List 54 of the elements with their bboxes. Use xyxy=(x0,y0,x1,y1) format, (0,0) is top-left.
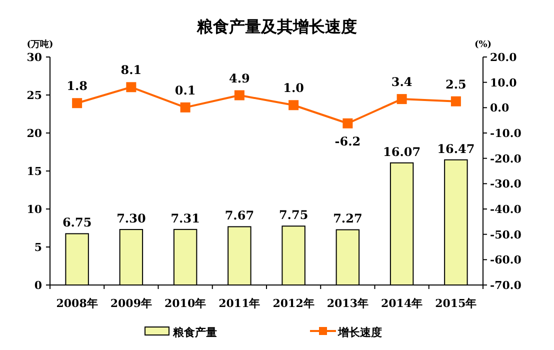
x-tick-label: 2011年 xyxy=(218,297,260,310)
chart-title: 粮食产量及其增长速度 xyxy=(196,17,357,36)
y2-tick-label: -70.0 xyxy=(490,279,522,292)
y2-tick-label: -30.0 xyxy=(490,178,522,191)
y-tick-label: 10 xyxy=(26,203,42,216)
point xyxy=(180,102,190,112)
x-tick-label: 2012年 xyxy=(272,297,314,310)
point xyxy=(396,94,407,104)
y2-tick-label: 20.0 xyxy=(490,51,518,64)
y-tick-label: 15 xyxy=(26,165,42,178)
x-tick-label: 2009年 xyxy=(110,297,152,310)
data-label: 4.9 xyxy=(228,71,250,86)
y-tick-label: 30 xyxy=(26,51,42,64)
legend-label: 粮食产量 xyxy=(172,326,217,339)
x-tick-label: 2010年 xyxy=(164,297,206,310)
data-label: 7.31 xyxy=(170,211,200,226)
y2-tick-label: 0.0 xyxy=(490,102,510,115)
legend-label: 增长速度 xyxy=(337,326,382,339)
data-label: 16.47 xyxy=(437,142,475,156)
data-label: 7.27 xyxy=(333,212,362,226)
point xyxy=(450,96,461,106)
data-label: -6.2 xyxy=(334,134,361,148)
y-tick-label: 5 xyxy=(34,241,42,254)
point xyxy=(72,98,82,108)
y-tick-label: 25 xyxy=(26,89,42,102)
data-label: 6.75 xyxy=(62,216,92,230)
data-label: 7.67 xyxy=(224,208,254,223)
point xyxy=(288,100,299,110)
y-tick-label: 20 xyxy=(26,127,42,140)
y2-tick-label: -20.0 xyxy=(490,152,522,166)
point xyxy=(342,118,353,128)
x-tick-label: 2014年 xyxy=(381,297,423,310)
y2-tick-label: -60.0 xyxy=(490,254,522,267)
y-tick-label: 0 xyxy=(34,279,42,292)
data-label: 7.75 xyxy=(278,208,308,222)
data-label: 1.0 xyxy=(283,81,304,96)
y2-tick-label: -40.0 xyxy=(490,203,522,216)
y2-axis-title: (%) xyxy=(474,40,492,50)
x-tick-label: 2008年 xyxy=(56,297,98,310)
data-label: 7.30 xyxy=(116,212,146,226)
y2-tick-label: 10.0 xyxy=(490,76,518,90)
data-label: 0.1 xyxy=(174,83,196,98)
x-tick-label: 2013年 xyxy=(326,297,368,310)
data-label: 2.5 xyxy=(445,77,466,92)
point xyxy=(126,82,136,92)
x-tick-label: 2015年 xyxy=(435,297,477,310)
y2-tick-label: -50.0 xyxy=(490,228,522,242)
data-label: 16.07 xyxy=(383,144,421,159)
y-axis-title: (万吨) xyxy=(26,39,54,50)
data-label: 8.1 xyxy=(120,63,142,78)
data-label: 1.8 xyxy=(66,79,88,94)
point xyxy=(234,90,244,100)
y2-tick-label: -10.0 xyxy=(490,127,522,140)
data-label: 3.4 xyxy=(391,75,412,90)
